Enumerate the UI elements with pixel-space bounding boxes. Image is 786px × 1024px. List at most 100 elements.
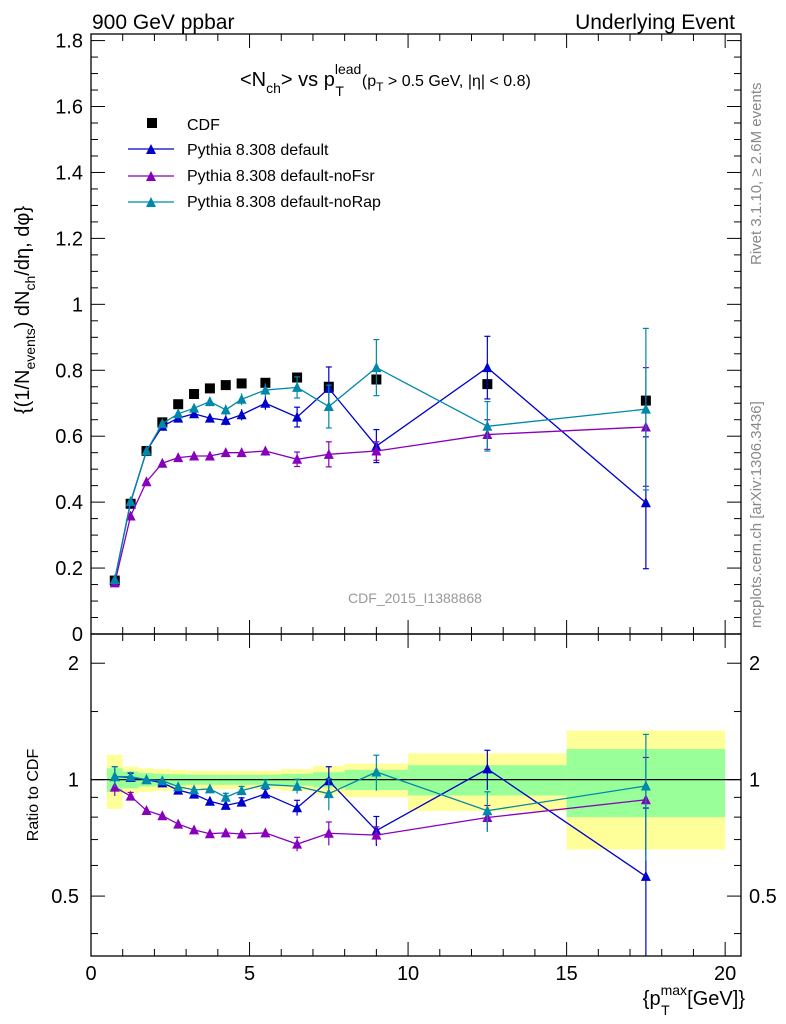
series-point-2 xyxy=(204,396,215,407)
ratio-point-2 xyxy=(141,774,152,785)
ratio-point-0 xyxy=(236,796,247,807)
ratio-point-0 xyxy=(482,763,493,774)
ratio-point-2 xyxy=(173,781,184,792)
series-point-1 xyxy=(323,448,334,459)
ratio-point-2 xyxy=(189,784,200,795)
ratio-y-tick-label-right: 0.5 xyxy=(749,886,777,908)
ratio-point-2 xyxy=(640,780,651,791)
header-right: Underlying Event xyxy=(575,11,735,34)
ratio-point-2 xyxy=(292,780,303,791)
series-point-1 xyxy=(141,476,152,487)
series-point-2 xyxy=(323,401,334,412)
main-plot-area xyxy=(109,327,651,588)
series-point-1 xyxy=(204,450,215,461)
y-tick-label: 0.8 xyxy=(55,360,83,382)
ratio-point-2 xyxy=(260,779,271,790)
series-point-2 xyxy=(157,418,168,429)
series-point-1 xyxy=(371,445,382,456)
ratio-point-0 xyxy=(640,870,651,881)
ratio-point-0 xyxy=(204,795,215,806)
series-point-2 xyxy=(371,362,382,373)
series-point-0 xyxy=(220,414,231,425)
series-point-1 xyxy=(189,450,200,461)
series-point-2 xyxy=(141,445,152,456)
data-point-cdf xyxy=(173,399,184,410)
x-tick-label: 15 xyxy=(555,963,577,985)
ratio-point-1 xyxy=(189,824,200,835)
y-tick-label: 1.8 xyxy=(55,31,83,53)
ratio-point-1 xyxy=(125,790,136,801)
ratio-y-axis-label: Ratio to CDF xyxy=(25,749,42,842)
plot-title: <Nch> vs plead T(pT > 0.5 GeV, |η| < 0.8) xyxy=(240,61,531,99)
y-tick-label: 1 xyxy=(72,294,83,316)
series-point-2 xyxy=(220,404,231,415)
ratio-point-2 xyxy=(482,805,493,816)
ratio-point-2 xyxy=(157,775,168,786)
y-tick-label: 0.4 xyxy=(55,492,83,514)
ratio-y-tick-label: 0.5 xyxy=(51,886,79,908)
series-point-1 xyxy=(125,510,136,521)
ratio-point-2 xyxy=(220,791,231,802)
ratio-point-1 xyxy=(292,838,303,849)
title-sup: lead xyxy=(335,61,361,77)
series-point-0 xyxy=(640,497,651,508)
xlabel-b: [GeV]} xyxy=(682,988,746,1010)
series-point-2 xyxy=(640,403,651,414)
y-tick-label: 1.4 xyxy=(55,162,83,184)
ratio-point-0 xyxy=(292,802,303,813)
ylabel-b: ) dN xyxy=(12,290,34,328)
ratio-point-1 xyxy=(323,827,334,838)
legend-marker-nofsr xyxy=(146,171,156,181)
x-tick-label: 0 xyxy=(85,963,96,985)
title-main-sub: ch xyxy=(266,80,281,96)
series-point-0 xyxy=(189,408,200,419)
y-tick-label: 1.6 xyxy=(55,97,83,119)
title-cut-a-sub: T xyxy=(376,80,384,94)
xlabel-a: {p xyxy=(643,988,661,1010)
title-cut-a: (p xyxy=(362,73,376,90)
title-sub: T xyxy=(335,83,344,99)
series-line-2 xyxy=(114,366,646,580)
series-point-2 xyxy=(125,495,136,506)
legend-label-nofsr: Pythia 8.308 default-noFsr xyxy=(187,168,375,185)
ylabel-a-sub: events xyxy=(22,328,38,369)
ratio-frame xyxy=(90,633,742,957)
header-left: 900 GeV ppbar xyxy=(92,11,234,34)
ratio-point-1 xyxy=(204,828,215,839)
series-point-2 xyxy=(292,381,303,392)
x-tick-label: 5 xyxy=(244,963,255,985)
series-point-1 xyxy=(260,445,271,456)
ratio-point-1 xyxy=(220,827,231,838)
legend-label-default: Pythia 8.308 default xyxy=(187,142,329,159)
rivet-label: Rivet 3.1.10, ≥ 2.6M events xyxy=(748,83,765,266)
ratio-point-2 xyxy=(204,783,215,794)
ratio-point-1 xyxy=(173,818,184,829)
mcplots-label: mcplots.cern.ch [arXiv:1306.3436] xyxy=(748,401,765,628)
legend-marker-default xyxy=(146,144,156,154)
y-axis-label: {(1/Nevents) dNch/dη, dφ} xyxy=(12,206,38,414)
y-tick-label: 0 xyxy=(72,624,83,646)
series-point-0 xyxy=(292,411,303,422)
series-point-2 xyxy=(109,574,120,585)
ratio-point-1 xyxy=(236,828,247,839)
data-point-cdf xyxy=(220,380,231,391)
y-tick-label: 0.6 xyxy=(55,426,83,448)
legend-marker-cdf xyxy=(147,118,157,128)
series-point-0 xyxy=(236,409,247,420)
series-point-1 xyxy=(292,453,303,464)
ratio-y-tick-label-right: 1 xyxy=(749,770,760,792)
title-vs: > vs p xyxy=(281,69,335,91)
y-tick-label: 0.2 xyxy=(55,558,83,580)
data-point-cdf xyxy=(189,389,200,399)
y-tick-label: 1.2 xyxy=(55,228,83,250)
ratio-point-0 xyxy=(220,799,231,810)
data-point-cdf xyxy=(260,377,271,388)
series-point-1 xyxy=(220,447,231,458)
ratio-y-tick-label-right: 2 xyxy=(749,653,760,675)
ratio-y-tick-label: 2 xyxy=(68,653,79,675)
data-point-cdf xyxy=(236,378,247,389)
ratio-point-1 xyxy=(141,804,152,815)
ratio-point-2 xyxy=(236,785,247,796)
data-point-cdf xyxy=(204,383,215,394)
legend-marker-norap xyxy=(146,197,156,207)
